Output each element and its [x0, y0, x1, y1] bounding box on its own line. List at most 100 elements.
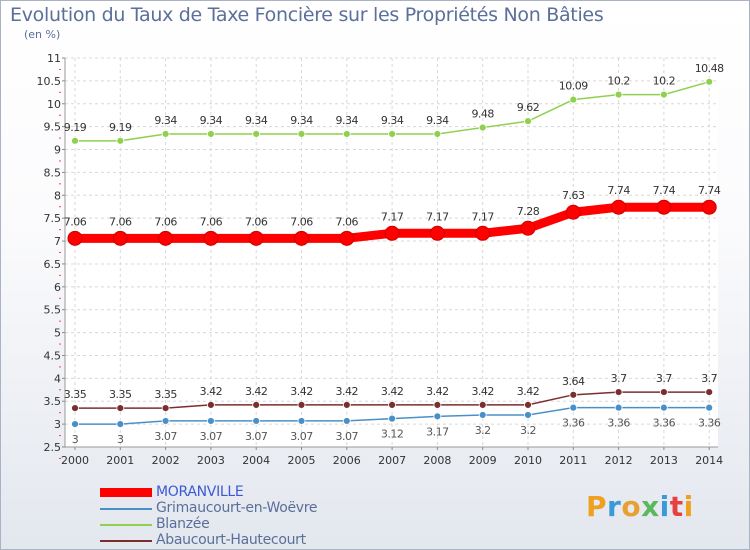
- data-point: [614, 403, 623, 412]
- data-point: [342, 417, 351, 425]
- data-label: 7.06: [64, 215, 87, 228]
- x-tick-label: 2013: [650, 454, 678, 467]
- data-point: [660, 403, 668, 412]
- data-point: [388, 400, 397, 409]
- data-label: 10.2: [607, 75, 630, 88]
- y-tick-label: 9: [54, 144, 61, 157]
- logo-letter: P: [586, 490, 608, 523]
- data-point: [388, 130, 397, 138]
- data-point: [614, 388, 623, 396]
- data-label: 9.34: [336, 114, 359, 127]
- data-label: 3.12: [381, 428, 404, 441]
- data-label: 9.19: [109, 121, 132, 134]
- x-tick-label: 2007: [378, 454, 406, 467]
- data-label: 3.2: [520, 424, 536, 437]
- data-label: 7.06: [336, 215, 359, 228]
- data-label: 3.36: [607, 417, 630, 430]
- data-label: 3.07: [290, 430, 313, 443]
- data-label: 3.17: [426, 425, 449, 438]
- x-tick-label: 2000: [61, 454, 89, 467]
- data-label: 3.36: [562, 417, 585, 430]
- data-label: 10.2: [653, 75, 676, 88]
- data-label: 3.07: [245, 430, 268, 443]
- x-tick-label: 2004: [242, 454, 270, 467]
- data-point: [611, 199, 627, 215]
- data-label: 7.28: [517, 205, 540, 218]
- data-point: [294, 230, 309, 246]
- data-label: 7.17: [381, 210, 404, 223]
- data-point: [206, 400, 215, 409]
- data-point: [384, 225, 400, 241]
- data-point: [614, 90, 623, 99]
- data-label: 3.35: [109, 388, 132, 401]
- data-label: 3.7: [701, 372, 717, 385]
- x-tick-label: 2003: [197, 454, 225, 467]
- data-point: [112, 230, 128, 246]
- data-point: [158, 230, 174, 246]
- x-tick-label: 2009: [469, 454, 497, 467]
- data-point: [297, 130, 306, 138]
- data-point: [71, 136, 79, 145]
- y-tick-label: 8.5: [44, 166, 62, 179]
- data-point: [206, 417, 215, 425]
- data-point: [705, 403, 714, 412]
- data-point: [116, 404, 125, 413]
- data-point: [116, 420, 125, 429]
- data-point: [478, 123, 487, 132]
- y-tick-label: 3.5: [44, 395, 62, 408]
- data-point: [433, 412, 442, 421]
- data-label: 9.19: [64, 121, 87, 134]
- data-label: 3.42: [517, 385, 540, 398]
- legend-label: Abaucourt-Hautecourt: [156, 532, 306, 548]
- data-point: [656, 199, 672, 215]
- data-label: 7.17: [471, 210, 494, 223]
- data-point: [475, 225, 491, 241]
- legend-label: Grimaucourt-en-Woëvre: [156, 500, 318, 516]
- data-label: 10.48: [695, 62, 724, 75]
- data-label: 7.06: [154, 215, 177, 228]
- data-point: [660, 388, 668, 396]
- y-tick-label: 10: [47, 98, 61, 111]
- data-label: 3.42: [290, 385, 313, 398]
- data-point: [203, 230, 219, 246]
- data-label: 3.42: [245, 385, 268, 398]
- x-tick-label: 2006: [333, 454, 361, 467]
- data-point: [67, 230, 83, 246]
- data-label: 7.06: [245, 215, 268, 228]
- x-tick-label: 2012: [605, 454, 633, 467]
- data-label: 3.42: [200, 385, 223, 398]
- y-tick-label: 5.5: [44, 304, 62, 317]
- y-tick-label: 9.5: [44, 121, 62, 134]
- data-point: [569, 95, 578, 104]
- data-label: 9.62: [517, 101, 540, 114]
- data-point: [520, 220, 536, 236]
- data-point: [252, 400, 261, 409]
- data-label: 3.64: [562, 375, 585, 388]
- data-point: [342, 400, 351, 409]
- data-point: [660, 90, 668, 99]
- data-label: 3.35: [64, 388, 87, 401]
- data-label: 9.34: [426, 114, 449, 127]
- data-label: 3.36: [653, 417, 676, 430]
- data-point: [161, 417, 170, 425]
- y-tick-label: 6.5: [44, 258, 62, 271]
- legend-label: MORANVILLE: [156, 484, 244, 500]
- data-point: [339, 230, 355, 246]
- y-tick-label: 3: [54, 418, 61, 431]
- x-tick-label: 2002: [152, 454, 180, 467]
- data-point: [524, 411, 532, 419]
- data-label: 10.09: [559, 80, 588, 93]
- data-label: 9.34: [381, 114, 404, 127]
- data-label: 9.34: [154, 114, 177, 127]
- logo-letter: o: [621, 490, 642, 523]
- data-point: [478, 411, 487, 419]
- data-point: [161, 130, 170, 138]
- data-label: 7.06: [290, 215, 313, 228]
- y-tick-label: 2.5: [44, 441, 62, 454]
- data-label: 9.34: [290, 114, 313, 127]
- plot-area: [65, 58, 718, 447]
- y-tick-label: 11: [47, 52, 61, 65]
- data-label: 3: [72, 433, 79, 446]
- data-label: 9.34: [200, 114, 223, 127]
- y-tick-label: 4: [54, 372, 61, 385]
